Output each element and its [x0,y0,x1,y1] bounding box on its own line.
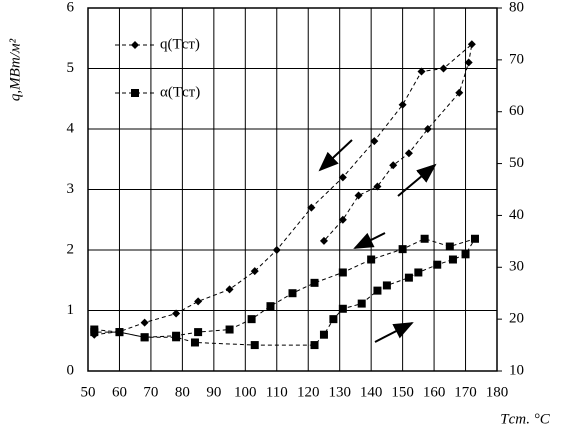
point [404,273,413,282]
point [247,315,256,324]
point [140,333,149,342]
x-tick-label: 60 [112,384,127,400]
x-tick-label: 80 [175,384,190,400]
point [266,302,275,311]
legend-label: α(Tст) [160,84,200,100]
point [172,331,181,340]
x-tick-label: 100 [234,384,257,400]
point [194,297,203,306]
point [389,161,398,170]
point [470,234,479,243]
x-tick-label: 150 [391,384,414,400]
point [414,268,423,277]
arrow [318,139,353,172]
point [417,67,426,76]
series-line [94,43,473,336]
point [338,268,347,277]
arrow [374,322,414,343]
legend-label: q(Tст) [160,36,200,52]
x-tick-label: 110 [266,384,288,400]
x-tick-label: 170 [454,384,477,400]
y-tick-label: 5 [67,60,75,76]
point [310,341,319,350]
point [433,260,442,269]
point [190,338,199,347]
point [225,325,234,334]
x-axis-label: Tст. °C [500,411,551,427]
y-tick-label: 4 [67,120,75,136]
point [140,318,149,327]
x-tick-label: 50 [81,384,96,400]
point [467,40,476,49]
point [250,341,259,350]
point [338,173,347,182]
y-tick-label: 2 [67,241,75,257]
point [439,64,448,73]
point [338,215,347,224]
arrow [353,232,386,249]
point [373,182,382,191]
point [448,255,457,264]
y2-tick-label: 50 [509,155,524,171]
legend-marker [131,41,139,49]
y2-tick-label: 70 [509,51,524,67]
point [338,304,347,313]
y-tick-label: 6 [67,0,75,15]
point [370,137,379,146]
x-tick-label: 90 [206,384,221,400]
x-tick-label: 180 [486,384,509,400]
legend-marker [131,89,139,97]
y2-tick-label: 80 [509,0,524,15]
point [115,328,124,337]
point [420,234,429,243]
point [329,315,338,324]
point [461,250,470,259]
point [367,255,376,264]
point [423,125,432,133]
arrows [318,139,437,343]
point [307,203,316,212]
point [445,242,454,251]
y-tick-label: 1 [67,302,75,318]
point [225,285,234,294]
series-line [94,237,477,346]
point [455,88,464,97]
point [398,245,407,254]
point [288,289,297,298]
point [354,191,363,200]
point [90,328,99,337]
point [250,267,259,276]
y2-tick-label: 40 [509,207,524,223]
point [404,149,413,158]
y-tick-label: 0 [67,362,75,378]
point [310,278,319,287]
x-tick-label: 160 [423,384,446,400]
point [373,286,382,295]
point [272,246,281,254]
y2-tick-label: 20 [509,311,524,327]
point [398,100,407,109]
point [319,330,328,339]
point [382,281,391,290]
y2-tick-label: 30 [509,259,524,275]
x-tick-label: 140 [360,384,383,400]
legend: q(Tст) α(Tст) [115,36,200,100]
x-tick-label: 120 [297,384,320,400]
point [172,309,181,318]
point [319,236,328,245]
y-tick-label: 3 [67,181,75,197]
y-axis-label: q,МВт/м² [7,38,23,101]
x-tick-label: 70 [143,384,158,400]
y2-tick-label: 60 [509,103,524,119]
arrow [397,163,437,197]
point [464,58,473,67]
point [357,299,366,308]
point [194,328,203,337]
x-tick-label: 130 [328,384,351,400]
y2-tick-label: 10 [509,362,524,378]
